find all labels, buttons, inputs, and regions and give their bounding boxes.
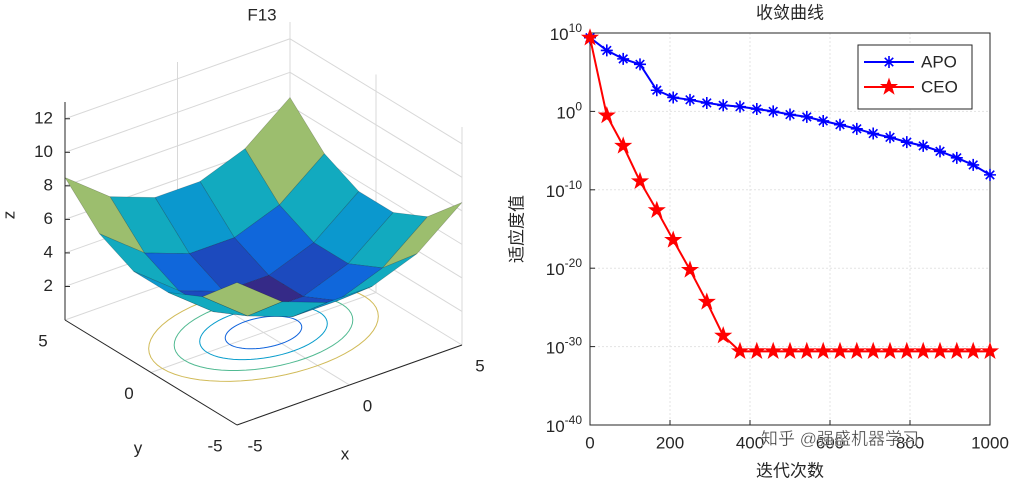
marker <box>984 168 996 181</box>
marker <box>980 341 1000 360</box>
z-axis-label: z <box>0 211 18 220</box>
marker <box>734 100 746 113</box>
marker <box>964 341 983 360</box>
marker <box>800 110 813 123</box>
z-tick-label: 6 <box>44 209 53 228</box>
chart-title: 收敛曲线 <box>756 4 824 24</box>
marker <box>667 91 680 104</box>
y-axis-label: 适应度值 <box>508 195 528 263</box>
marker <box>597 105 616 124</box>
surface-patch <box>382 202 463 269</box>
z-tick-label: 12 <box>34 108 53 127</box>
marker <box>664 230 683 248</box>
marker <box>680 260 700 278</box>
y-tick-label: -5 <box>207 436 222 455</box>
z-tick-label: 4 <box>44 242 53 261</box>
grid-line <box>150 292 377 373</box>
marker <box>630 171 650 190</box>
marker <box>847 341 866 360</box>
marker <box>634 58 646 71</box>
y-tick-label: 1010 <box>550 21 583 44</box>
axis-line <box>236 344 463 426</box>
marker <box>934 145 946 158</box>
chart-title: F13 <box>247 5 276 24</box>
plot-frame <box>589 32 991 426</box>
z-tick-label: 8 <box>44 175 53 194</box>
marker <box>900 136 913 149</box>
surface-patch <box>247 301 328 317</box>
x-tick-label: 400 <box>736 433 764 452</box>
x-tick-label: 0 <box>363 396 372 415</box>
marker <box>780 341 800 360</box>
marker <box>917 139 930 152</box>
marker <box>717 99 730 112</box>
marker <box>850 122 863 135</box>
marker <box>750 103 763 116</box>
x-tick-label: 800 <box>896 433 924 452</box>
marker <box>764 341 783 360</box>
marker <box>614 136 633 154</box>
x-tick-label: 1000 <box>971 433 1009 452</box>
marker <box>650 84 663 97</box>
marker <box>600 44 613 57</box>
surface-patch <box>201 282 283 317</box>
contour <box>224 315 303 350</box>
marker <box>864 341 883 360</box>
x-axis-label: x <box>341 444 350 463</box>
x-tick-label: 200 <box>656 433 684 452</box>
y-tick-label: 10-40 <box>546 413 583 436</box>
marker <box>617 52 630 65</box>
x-tick-label: -5 <box>247 436 262 455</box>
marker <box>884 131 896 144</box>
marker <box>684 93 696 106</box>
marker <box>697 292 716 310</box>
x-tick-label: 600 <box>816 433 844 452</box>
marker <box>797 341 816 360</box>
marker <box>950 151 963 164</box>
marker <box>647 200 666 218</box>
legend-marker <box>883 56 895 68</box>
legend-box <box>857 44 973 110</box>
y-axis-label: y <box>134 438 143 457</box>
marker <box>967 158 980 171</box>
y-tick-label: 100 <box>556 100 582 123</box>
legend-label: APO <box>921 52 957 71</box>
marker <box>947 341 966 360</box>
legend-marker <box>879 77 899 95</box>
y-tick-label: 5 <box>38 331 47 350</box>
marker <box>867 127 880 140</box>
axis-line <box>64 319 238 426</box>
y-tick-label: 10-30 <box>546 335 583 358</box>
marker <box>897 341 916 360</box>
marker <box>767 105 780 118</box>
legend-label: CEO <box>921 77 958 96</box>
marker <box>817 114 830 127</box>
z-tick-label: 10 <box>34 142 53 161</box>
watermark: 知乎 @强盛机器学习 <box>761 429 919 448</box>
marker <box>834 118 846 131</box>
marker <box>914 341 933 360</box>
marker <box>930 341 950 360</box>
surface-patch <box>302 263 384 301</box>
y-tick-label: 10-20 <box>546 256 583 279</box>
marker <box>880 341 900 360</box>
z-tick-label: 2 <box>44 276 53 295</box>
x-tick-label: 0 <box>585 433 594 452</box>
marker <box>747 341 766 360</box>
marker <box>580 28 600 46</box>
surface-patch <box>278 153 360 244</box>
y-tick-label: 0 <box>124 384 133 403</box>
x-tick-label: 5 <box>475 356 484 375</box>
marker <box>730 341 750 360</box>
x-axis-label: 迭代次数 <box>756 462 824 482</box>
marker <box>814 341 833 360</box>
marker <box>784 108 796 121</box>
marker <box>700 96 713 109</box>
marker <box>714 326 733 344</box>
surface-patch <box>168 292 248 317</box>
y-tick-label: 10-10 <box>546 178 583 201</box>
marker <box>830 341 850 360</box>
